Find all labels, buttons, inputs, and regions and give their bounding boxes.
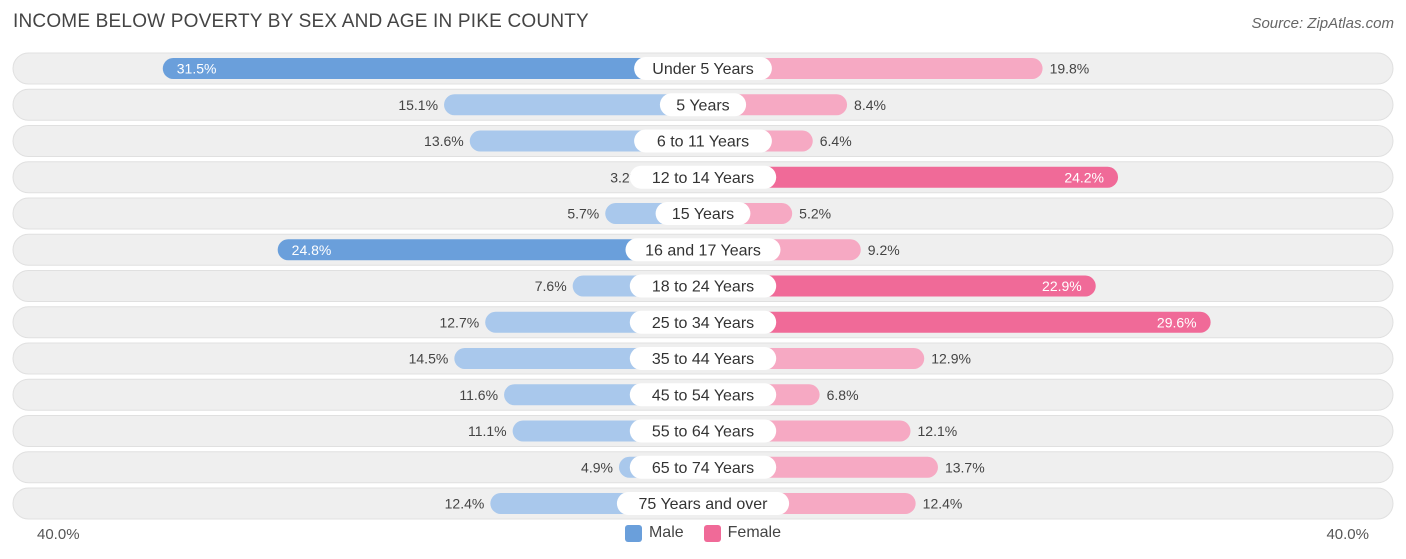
category-label-pill [634, 129, 772, 153]
female-bar [703, 58, 1043, 79]
male-value-label: 15.1% [398, 97, 438, 113]
category-label: 15 Years [672, 206, 734, 223]
category-label: 5 Years [676, 97, 729, 114]
category-label-pill [629, 419, 777, 443]
male-value-label: 4.9% [581, 459, 613, 475]
category-label-pill [659, 93, 747, 117]
legend-item-male: Male [624, 524, 684, 542]
category-label-pill [625, 238, 781, 262]
male-value-label: 24.8% [292, 242, 332, 258]
female-value-label: 6.8% [827, 387, 859, 403]
female-value-label: 24.2% [1064, 169, 1104, 185]
category-label: 6 to 11 Years [657, 134, 749, 151]
chart-source: Source: ZipAtlas.com [1251, 15, 1394, 32]
male-value-label: 5.7% [567, 206, 599, 222]
female-value-label: 8.4% [854, 97, 886, 113]
male-bar [277, 239, 703, 261]
female-value-label: 9.2% [868, 242, 900, 258]
chart-legend: Male Female [0, 524, 1406, 542]
legend-swatch-female [703, 524, 721, 542]
legend-label-male: Male [648, 524, 684, 541]
category-label-pill [629, 165, 777, 189]
category-label: Under 5 Years [652, 61, 753, 78]
male-bar [444, 94, 703, 116]
female-value-label: 5.2% [799, 206, 831, 222]
female-value-label: 12.4% [923, 496, 963, 512]
male-bar [162, 58, 703, 79]
male-value-label: 7.6% [535, 278, 567, 294]
male-value-label: 12.4% [445, 496, 485, 512]
male-value-label: 13.6% [424, 133, 464, 149]
female-value-label: 29.6% [1157, 314, 1197, 330]
category-label-pill [629, 310, 777, 334]
female-value-label: 6.4% [820, 133, 852, 149]
female-value-label: 12.1% [918, 423, 958, 439]
category-label-pill [616, 492, 790, 515]
axis-min-label: 40.0% [37, 526, 80, 543]
category-label: 55 to 64 Years [652, 424, 754, 441]
male-value-label: 14.5% [409, 351, 449, 367]
legend-item-female: Female [703, 524, 782, 542]
male-value-label: 11.6% [459, 387, 498, 403]
female-value-label: 22.9% [1042, 278, 1082, 294]
category-label-pill [629, 347, 777, 370]
legend-swatch-male [624, 524, 642, 542]
category-label: 18 to 24 Years [652, 279, 754, 296]
axis-max-label: 40.0% [1326, 526, 1369, 543]
male-value-label: 11.1% [468, 423, 507, 439]
category-label: 16 and 17 Years [645, 242, 761, 259]
category-label-pill [629, 455, 777, 479]
male-value-label: 12.7% [439, 314, 479, 330]
male-value-label: 31.5% [177, 61, 217, 77]
category-label-pill [629, 383, 777, 407]
category-label: 45 to 54 Years [652, 387, 754, 404]
legend-label-female: Female [727, 524, 782, 541]
category-label-pill [629, 274, 777, 298]
category-label: 65 to 74 Years [652, 460, 754, 477]
diverging-bar-chart: 31.5% 19.8% Under 5 Years 15.1% 8.4% 5 Years 1… [12, 52, 1394, 520]
category-label-pill [634, 57, 772, 80]
female-bar [703, 311, 1211, 333]
category-label: 25 to 34 Years [652, 315, 754, 332]
female-value-label: 12.9% [931, 351, 971, 367]
female-bar [703, 166, 1119, 188]
category-label: 75 Years and over [639, 496, 769, 513]
category-label-pill [655, 202, 751, 225]
category-label: 12 to 14 Years [652, 170, 754, 187]
female-value-label: 19.8% [1050, 61, 1090, 77]
female-bar [703, 275, 1096, 297]
chart-title: INCOME BELOW POVERTY BY SEX AND AGE IN P… [13, 11, 589, 32]
category-label: 35 to 44 Years [652, 351, 754, 368]
female-value-label: 13.7% [945, 459, 985, 475]
